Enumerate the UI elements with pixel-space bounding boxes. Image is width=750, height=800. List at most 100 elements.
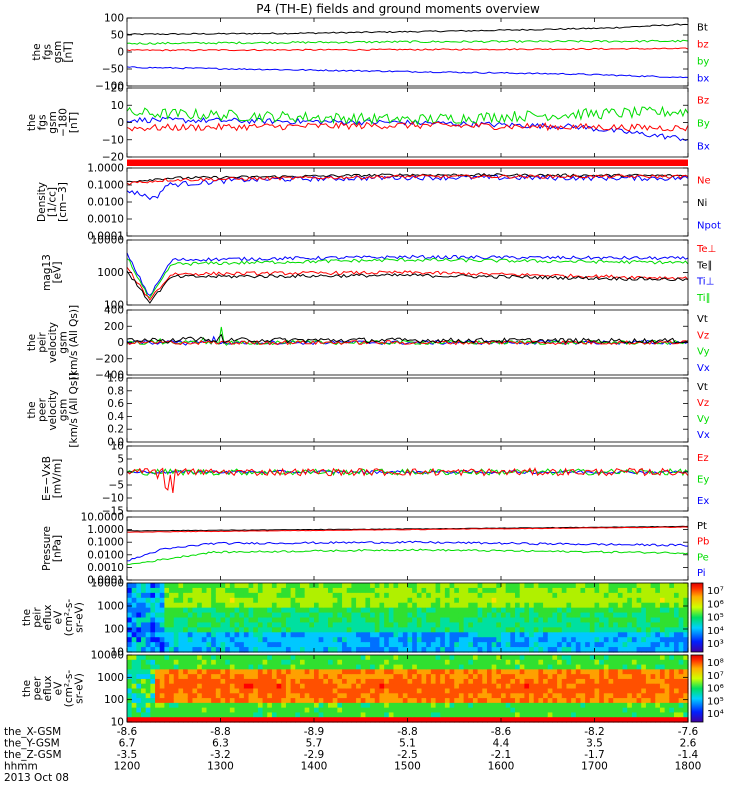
spectrogram-column [243, 655, 250, 723]
spectrogram-column [299, 583, 306, 653]
spectrogram-column [141, 583, 147, 653]
spectrogram-column [454, 583, 460, 653]
x-axis-labels: the_X-GSM -8.6 -8.8 -8.9 -8.8 -8.6 -8.2 -7.6 the… [4, 726, 701, 784]
spectrogram-column [608, 583, 614, 653]
spectrogram-column [145, 583, 151, 653]
colorbar-tick-label: 10⁶ [707, 684, 724, 695]
data-status-bar [127, 159, 688, 166]
colorbar-tick-label: 10⁸ [707, 658, 724, 669]
spectrogram-column [496, 583, 502, 653]
spectrogram-column [215, 583, 222, 653]
spectrogram-column [515, 655, 521, 723]
x-tick-value: -2.9 [304, 749, 325, 761]
spectrogram-column [599, 655, 605, 723]
spectrogram-column [571, 583, 577, 653]
y-tick-label: 0.0001 [87, 575, 124, 587]
y-axis-label: [mV/m] [52, 459, 64, 498]
series-line-Ne [126, 174, 689, 186]
spectrogram-column [309, 583, 315, 653]
y-tick-label: 5 [117, 454, 124, 466]
legend-label: Vy [697, 414, 710, 425]
spectrogram-column [412, 583, 418, 653]
spectrogram-column [384, 583, 390, 653]
spectrogram-column [271, 583, 278, 653]
colorbar [690, 654, 704, 723]
spectrogram-column [585, 583, 591, 653]
spectrogram-column [211, 655, 217, 723]
y-tick-label: 0.6 [107, 398, 124, 410]
spectrogram-column [276, 655, 282, 723]
y-tick-label: 0.0010 [87, 214, 124, 226]
spectrogram-column [328, 655, 334, 723]
spectrogram-column [183, 655, 189, 723]
spectrogram-column [173, 655, 180, 723]
y-tick-label: −20 [102, 152, 124, 164]
spectrogram-column [407, 655, 413, 723]
spectrogram-column [197, 583, 203, 653]
y-tick-label: 1.0 [107, 373, 124, 385]
panel-9: 10⁷ 10⁶ 10⁵ 10⁴ 10³ 10000 1000 100 10 thepeireflu… [21, 578, 724, 659]
y-tick-label: −100 [95, 81, 124, 93]
spectrogram-column [444, 583, 451, 653]
spectrogram-column [440, 583, 446, 653]
spectrogram-column [575, 583, 582, 653]
panel-5: Vt Vz Vy Vx 400 200 0 −200 −400 thepeirvelocitygs… [26, 305, 710, 382]
spectrogram-column [561, 583, 568, 653]
spectrogram-column [636, 583, 642, 653]
spectrogram-column [571, 655, 577, 723]
spectrogram-column [370, 655, 376, 723]
spectrogram-column [295, 655, 301, 723]
spectrogram-column [314, 583, 320, 653]
spectrogram-column [510, 583, 516, 653]
x-tick-value: -3.2 [210, 749, 231, 761]
spectrogram-column [398, 655, 404, 723]
spectrogram-column [543, 655, 549, 723]
series-line-by [126, 39, 689, 45]
spectrogram-column [365, 583, 371, 653]
spectrogram-column [206, 655, 212, 723]
spectrogram-column [248, 583, 254, 653]
legend-label: Ti∥ [696, 293, 711, 304]
spectrogram-column [435, 655, 441, 723]
legend-label: Te⊥ [696, 244, 716, 255]
spectrogram-column [533, 655, 539, 723]
spectrogram-column [290, 655, 296, 723]
spectrogram-column [482, 655, 488, 723]
x-tick-value: -1.4 [678, 749, 699, 761]
spectrogram-column [384, 655, 390, 723]
spectrogram-column [673, 655, 680, 723]
spectrogram-column [131, 655, 137, 723]
y-tick-label: 0.0010 [87, 562, 124, 574]
x-axis-row-label: the_Y-GSM [4, 738, 60, 750]
y-tick-label: 10000 [91, 650, 124, 662]
spectrogram-column [491, 655, 497, 723]
spectrogram-column [346, 583, 352, 653]
spectrogram-column [510, 655, 516, 723]
spectrogram-column [304, 655, 310, 723]
series-line-Bt [126, 23, 689, 36]
x-tick-value: -8.2 [584, 726, 605, 738]
spectrogram-column [683, 583, 689, 653]
y-axis-label: sr-eV) [74, 602, 86, 633]
spectrogram-column [678, 655, 684, 723]
spectrogram-column [178, 583, 184, 653]
spectrogram-column [187, 583, 194, 653]
x-tick-value: 1800 [675, 761, 702, 773]
spectrogram-column [580, 583, 586, 653]
y-axis-label: gsm [58, 399, 70, 421]
spectrogram-column [655, 655, 661, 723]
colorbar-tick-label: 10³ [707, 639, 724, 650]
y-axis-label: peir [37, 332, 49, 353]
spectrogram-column [655, 583, 661, 653]
y-tick-label: −5 [109, 480, 124, 492]
panel-frame [126, 377, 689, 443]
spectrogram-column [641, 583, 647, 653]
spectrogram-column [594, 583, 600, 653]
spectrogram-column [164, 655, 170, 723]
series-line-Ti∥ [126, 257, 689, 299]
y-axis-label: [cm−3] [57, 182, 69, 222]
spectrogram-column [243, 583, 250, 653]
x-tick-value: -8.9 [304, 726, 325, 738]
spectrogram-column [262, 655, 268, 723]
x-tick-value: 2.6 [680, 738, 697, 750]
